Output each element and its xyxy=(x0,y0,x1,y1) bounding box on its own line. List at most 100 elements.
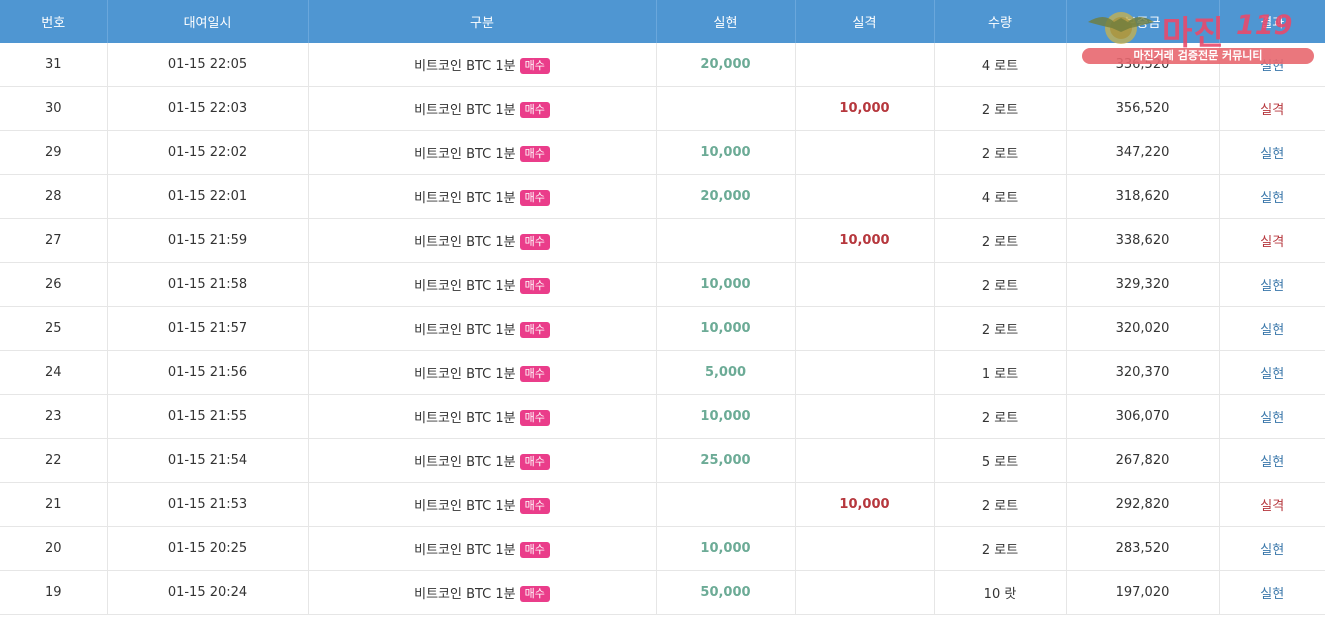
buy-badge: 매수 xyxy=(519,278,550,294)
cell-result: 실현 xyxy=(1219,570,1325,615)
cell-deposit: 292,820 xyxy=(1066,482,1220,527)
cell-profit: 10,000 xyxy=(656,262,796,307)
cell-loss: 10,000 xyxy=(795,86,935,131)
buy-badge: 매수 xyxy=(519,102,550,118)
buy-badge: 매수 xyxy=(519,454,550,470)
cell-deposit: 338,620 xyxy=(1066,218,1220,263)
cell-profit: 25,000 xyxy=(656,438,796,483)
buy-badge: 매수 xyxy=(519,498,550,514)
category-label: 비트코인 BTC 1분 xyxy=(414,191,516,206)
cell-datetime: 01-15 21:59 xyxy=(107,218,309,263)
category-label: 비트코인 BTC 1분 xyxy=(414,543,516,558)
cell-result: 실현 xyxy=(1219,43,1325,87)
table-body: 31 01-15 22:05 비트코인 BTC 1분 매수 20,000 4 로트 336,… xyxy=(0,43,1325,615)
table-row: 22 01-15 21:54 비트코인 BTC 1분 매수 25,000 5 로트 267,… xyxy=(0,438,1325,483)
cell-result: 실격 xyxy=(1219,86,1325,131)
cell-no: 22 xyxy=(0,438,108,483)
cell-quantity: 2 로트 xyxy=(934,86,1067,131)
cell-no: 31 xyxy=(0,43,108,87)
cell-no: 21 xyxy=(0,482,108,527)
table-row: 28 01-15 22:01 비트코인 BTC 1분 매수 20,000 4 로트 318,… xyxy=(0,174,1325,219)
header-profit: 실현 xyxy=(656,0,796,43)
cell-loss xyxy=(795,130,935,175)
cell-category: 비트코인 BTC 1분 매수 xyxy=(308,438,657,483)
cell-deposit: 320,370 xyxy=(1066,350,1220,395)
cell-no: 26 xyxy=(0,262,108,307)
cell-loss xyxy=(795,526,935,571)
cell-category: 비트코인 BTC 1분 매수 xyxy=(308,130,657,175)
category-label: 비트코인 BTC 1분 xyxy=(414,279,516,294)
cell-quantity: 2 로트 xyxy=(934,218,1067,263)
cell-category: 비트코인 BTC 1분 매수 xyxy=(308,174,657,219)
cell-profit: 10,000 xyxy=(656,306,796,351)
cell-datetime: 01-15 20:25 xyxy=(107,526,309,571)
cell-no: 19 xyxy=(0,570,108,615)
cell-loss xyxy=(795,350,935,395)
cell-result: 실현 xyxy=(1219,350,1325,395)
cell-profit: 5,000 xyxy=(656,350,796,395)
cell-profit xyxy=(656,218,796,263)
cell-no: 20 xyxy=(0,526,108,571)
cell-deposit: 197,020 xyxy=(1066,570,1220,615)
table-row: 19 01-15 20:24 비트코인 BTC 1분 매수 50,000 10 랏 197,… xyxy=(0,570,1325,615)
table-row: 26 01-15 21:58 비트코인 BTC 1분 매수 10,000 2 로트 329,… xyxy=(0,262,1325,307)
cell-profit: 10,000 xyxy=(656,394,796,439)
cell-profit: 20,000 xyxy=(656,174,796,219)
cell-quantity: 5 로트 xyxy=(934,438,1067,483)
category-label: 비트코인 BTC 1분 xyxy=(414,59,516,74)
cell-quantity: 2 로트 xyxy=(934,526,1067,571)
cell-no: 28 xyxy=(0,174,108,219)
buy-badge: 매수 xyxy=(519,586,550,602)
cell-profit: 50,000 xyxy=(656,570,796,615)
cell-result: 실현 xyxy=(1219,526,1325,571)
cell-quantity: 2 로트 xyxy=(934,262,1067,307)
cell-loss xyxy=(795,43,935,87)
buy-badge: 매수 xyxy=(519,234,550,250)
cell-profit xyxy=(656,482,796,527)
cell-datetime: 01-15 21:57 xyxy=(107,306,309,351)
cell-quantity: 2 로트 xyxy=(934,306,1067,351)
category-label: 비트코인 BTC 1분 xyxy=(414,147,516,162)
cell-quantity: 1 로트 xyxy=(934,350,1067,395)
table-row: 29 01-15 22:02 비트코인 BTC 1분 매수 10,000 2 로트 347,… xyxy=(0,130,1325,175)
cell-no: 24 xyxy=(0,350,108,395)
cell-category: 비트코인 BTC 1분 매수 xyxy=(308,570,657,615)
header-datetime: 대여일시 xyxy=(107,0,309,43)
cell-datetime: 01-15 21:58 xyxy=(107,262,309,307)
cell-loss xyxy=(795,394,935,439)
cell-result: 실현 xyxy=(1219,130,1325,175)
header-result: 결과 xyxy=(1219,0,1325,43)
cell-loss xyxy=(795,174,935,219)
table-row: 20 01-15 20:25 비트코인 BTC 1분 매수 10,000 2 로트 283,… xyxy=(0,526,1325,571)
category-label: 비트코인 BTC 1분 xyxy=(414,455,516,470)
cell-category: 비트코인 BTC 1분 매수 xyxy=(308,526,657,571)
cell-no: 29 xyxy=(0,130,108,175)
cell-no: 25 xyxy=(0,306,108,351)
buy-badge: 매수 xyxy=(519,146,550,162)
cell-datetime: 01-15 22:01 xyxy=(107,174,309,219)
cell-no: 23 xyxy=(0,394,108,439)
cell-deposit: 320,020 xyxy=(1066,306,1220,351)
cell-deposit: 336,520 xyxy=(1066,43,1220,87)
header-category: 구분 xyxy=(308,0,657,43)
category-label: 비트코인 BTC 1분 xyxy=(414,323,516,338)
cell-profit: 10,000 xyxy=(656,130,796,175)
table-row: 30 01-15 22:03 비트코인 BTC 1분 매수 10,000 2 로트 356,… xyxy=(0,86,1325,131)
cell-quantity: 4 로트 xyxy=(934,174,1067,219)
cell-no: 27 xyxy=(0,218,108,263)
cell-result: 실현 xyxy=(1219,438,1325,483)
buy-badge: 매수 xyxy=(519,410,550,426)
cell-category: 비트코인 BTC 1분 매수 xyxy=(308,394,657,439)
cell-result: 실격 xyxy=(1219,482,1325,527)
buy-badge: 매수 xyxy=(519,322,550,338)
cell-profit xyxy=(656,86,796,131)
cell-quantity: 2 로트 xyxy=(934,130,1067,175)
header-quantity: 수량 xyxy=(934,0,1067,43)
category-label: 비트코인 BTC 1분 xyxy=(414,235,516,250)
cell-profit: 10,000 xyxy=(656,526,796,571)
cell-loss xyxy=(795,438,935,483)
cell-datetime: 01-15 21:55 xyxy=(107,394,309,439)
cell-quantity: 10 랏 xyxy=(934,570,1067,615)
buy-badge: 매수 xyxy=(519,542,550,558)
table-row: 23 01-15 21:55 비트코인 BTC 1분 매수 10,000 2 로트 306,… xyxy=(0,394,1325,439)
